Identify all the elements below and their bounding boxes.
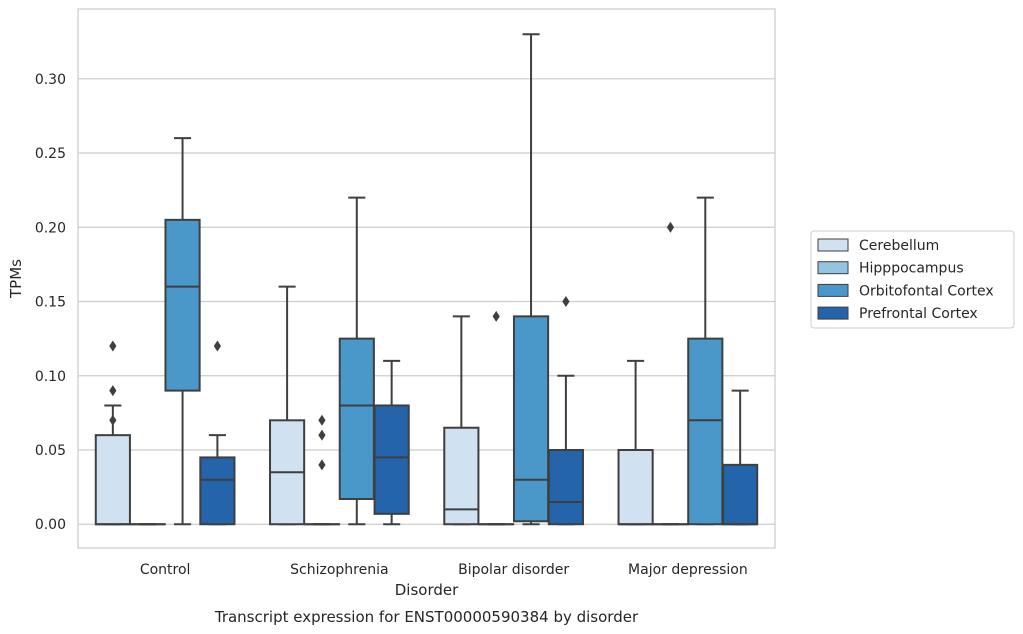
box-prefrontal-cortex-2	[547, 296, 584, 526]
box-orbitofontal-cortex-3	[687, 196, 724, 526]
x-tick-label: Bipolar disorder	[458, 562, 569, 578]
y-tick-label: 0.00	[35, 517, 66, 533]
legend-swatch	[817, 283, 849, 297]
box-prefrontal-cortex-3	[722, 389, 759, 526]
box-hipppocampus-2	[478, 310, 515, 526]
y-tick-labels: 0.00 0.05 0.10 0.15 0.20 0.25 0.30	[35, 72, 66, 533]
legend-entry-label: Prefrontal Cortex	[859, 306, 978, 322]
box-orbitofontal-cortex-1	[338, 196, 375, 526]
plot-frame	[77, 8, 776, 549]
box-cerebellum-1	[269, 285, 306, 526]
box-prefrontal-cortex-1	[373, 359, 410, 526]
outlier-point	[109, 340, 117, 352]
chart-caption: Transcript expression for ENST0000059038…	[214, 608, 639, 626]
legend-entry-label: Hipppocampus	[859, 261, 964, 277]
y-tick-label: 0.15	[35, 295, 66, 311]
y-tick-label: 0.05	[35, 443, 66, 459]
legend-frame	[810, 230, 1015, 329]
legend-swatch	[817, 261, 849, 275]
outlier-point	[318, 414, 326, 426]
box-rect	[164, 218, 201, 392]
box-prefrontal-cortex-0	[199, 340, 236, 526]
box-orbitofontal-cortex-0	[164, 137, 201, 526]
legend: Cerebellum Hipppocampus Orbitofontal Corte…	[810, 230, 1015, 329]
outlier-point	[109, 385, 117, 397]
x-tick-label: Major depression	[628, 562, 748, 578]
x-tick-label: Control	[140, 562, 191, 578]
legend-swatch	[817, 306, 849, 320]
y-tick-label: 0.20	[35, 220, 66, 236]
x-tick-label: Schizophrenia	[290, 562, 388, 578]
outlier-point	[318, 429, 326, 441]
box-hipppocampus-3	[652, 221, 689, 526]
box-rect	[199, 456, 236, 526]
box-orbitofontal-cortex-2	[512, 33, 550, 526]
box-rect	[687, 337, 724, 526]
y-axis-label: TPMs	[7, 259, 25, 299]
box-hipppocampus-1	[303, 414, 341, 526]
box-rect	[512, 315, 550, 523]
box-rect	[94, 434, 131, 526]
outlier-point	[213, 340, 221, 352]
box-rect	[373, 404, 410, 515]
legend-swatch	[817, 238, 849, 252]
outlier-point	[492, 310, 500, 322]
x-axis-label: Disorder	[395, 581, 459, 599]
outlier-point	[318, 459, 326, 471]
y-tick-label: 0.30	[35, 72, 66, 88]
y-tick-label: 0.10	[35, 369, 66, 385]
x-tick-labels: Control Schizophrenia Bipolar disorder Majo…	[140, 562, 748, 578]
outlier-point	[109, 414, 117, 426]
outlier-point	[666, 221, 675, 233]
box-cerebellum-2	[443, 315, 480, 526]
box-rect	[722, 463, 759, 526]
box-rect	[547, 449, 584, 526]
y-tick-label: 0.25	[35, 146, 66, 162]
box-cerebellum-0	[94, 340, 131, 526]
box-rect	[338, 337, 375, 500]
box-rect	[443, 426, 480, 526]
legend-entry-label: Cerebellum	[859, 238, 939, 254]
outlier-point	[562, 296, 570, 308]
box-cerebellum-3	[617, 359, 654, 526]
box-layer	[94, 33, 759, 526]
box-rect	[617, 449, 654, 526]
legend-entry-label: Orbitofontal Cortex	[859, 283, 994, 299]
